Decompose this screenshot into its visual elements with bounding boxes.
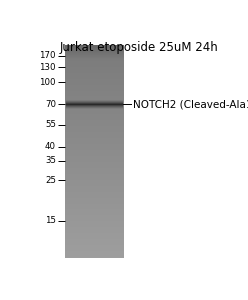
Text: 70: 70	[45, 100, 56, 109]
Text: NOTCH2 (Cleaved-Ala1734): NOTCH2 (Cleaved-Ala1734)	[133, 99, 248, 109]
Text: 25: 25	[45, 176, 56, 185]
Text: 35: 35	[45, 156, 56, 165]
Text: 170: 170	[39, 51, 56, 60]
Text: 15: 15	[45, 216, 56, 225]
Text: 40: 40	[45, 142, 56, 152]
Text: 130: 130	[39, 63, 56, 72]
Text: 100: 100	[39, 78, 56, 87]
Text: Jurkat etoposide 25uM 24h: Jurkat etoposide 25uM 24h	[59, 41, 218, 54]
Text: 55: 55	[45, 120, 56, 129]
